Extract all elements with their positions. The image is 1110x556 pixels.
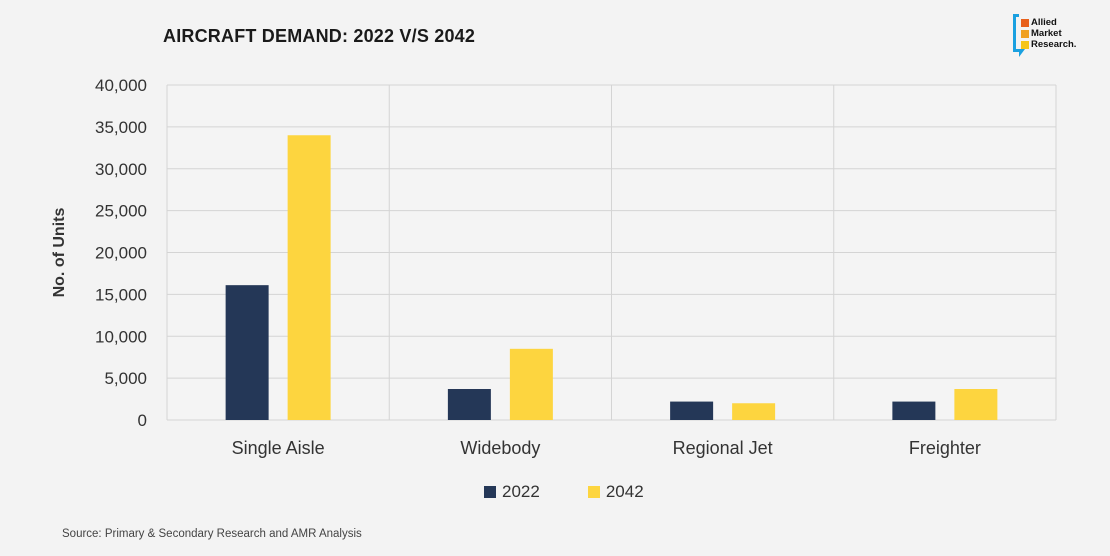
- allied-market-research-logo: Allied Market Research.: [1013, 14, 1093, 60]
- logo-tail: [1019, 49, 1025, 57]
- y-tick-label: 30,000: [95, 160, 147, 179]
- logo-text: Market: [1031, 28, 1062, 39]
- x-tick-label: Single Aisle: [232, 438, 325, 458]
- y-tick-label: 15,000: [95, 285, 147, 304]
- logo-text: Research.: [1031, 39, 1077, 50]
- x-tick-label: Regional Jet: [673, 438, 773, 458]
- y-tick-label: 10,000: [95, 327, 147, 346]
- y-tick-label: 25,000: [95, 202, 147, 221]
- x-tick-label: Widebody: [460, 438, 540, 458]
- logo-text: Allied: [1031, 17, 1057, 28]
- legend-swatch-2022: [484, 486, 496, 498]
- legend-label-2042: 2042: [605, 482, 644, 501]
- bar-widebody-2022: [447, 389, 491, 420]
- y-tick-label: 40,000: [95, 76, 147, 95]
- y-tick-label: 20,000: [95, 244, 147, 263]
- chart-title: AIRCRAFT DEMAND: 2022 V/S 2042: [163, 26, 476, 46]
- logo-line-1: Allied: [1021, 17, 1057, 28]
- bar-regional-jet-2042: [732, 403, 776, 420]
- logo-square: [1021, 29, 1029, 38]
- bar-regional-jet-2022: [670, 401, 714, 420]
- legend: 2022 2042: [484, 482, 644, 502]
- source-note: Source: Primary & Secondary Research and…: [62, 528, 362, 540]
- logo-square: [1021, 18, 1029, 27]
- logo-square: [1021, 40, 1029, 49]
- legend-item-2022: 2022: [484, 482, 540, 502]
- logo-line-2: Market: [1021, 28, 1062, 39]
- legend-item-2042: 2042: [587, 482, 644, 502]
- y-axis-label: No. of Units: [51, 208, 68, 298]
- y-tick-label: 5,000: [104, 369, 147, 388]
- y-tick-label: 0: [138, 411, 147, 430]
- bar-freighter-2042: [954, 389, 998, 420]
- bar-chart: 0 5,000 10,000 15,000 20,000 25,000 30,000 35,0…: [51, 76, 1057, 458]
- legend-label-2022: 2022: [502, 482, 540, 501]
- bar-single-aisle-2042: [287, 135, 331, 420]
- x-tick-label: Freighter: [909, 438, 981, 458]
- logo-frame: [1013, 14, 1019, 52]
- logo-line-3: Research.: [1021, 39, 1076, 50]
- bar-single-aisle-2022: [225, 285, 269, 420]
- legend-swatch-2042: [587, 486, 600, 498]
- bar-freighter-2022: [892, 401, 936, 420]
- y-tick-label: 35,000: [95, 118, 147, 137]
- bar-widebody-2042: [509, 348, 553, 420]
